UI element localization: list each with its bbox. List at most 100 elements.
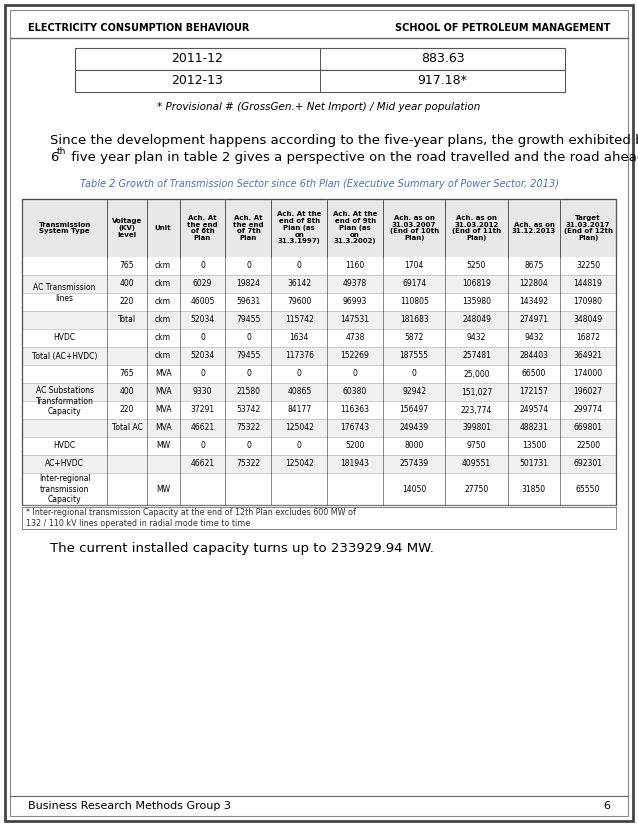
Text: 284403: 284403: [519, 352, 549, 360]
Text: MVA: MVA: [155, 387, 172, 396]
Text: Ach. as on
31.03.2007
(End of 10th
Plan): Ach. as on 31.03.2007 (End of 10th Plan): [390, 215, 439, 241]
Text: 32250: 32250: [576, 262, 600, 270]
Text: 46621: 46621: [190, 459, 214, 468]
Text: Ach. as on
31.03.2012
(End of 11th
Plan): Ach. as on 31.03.2012 (End of 11th Plan): [452, 215, 501, 241]
Text: 0: 0: [200, 334, 205, 343]
Text: 692301: 692301: [574, 459, 603, 468]
Text: 170980: 170980: [574, 297, 603, 306]
Text: th: th: [57, 147, 66, 156]
Text: 274971: 274971: [519, 316, 549, 325]
Text: 79455: 79455: [236, 352, 261, 360]
Bar: [22, 365, 616, 383]
Text: 125042: 125042: [285, 424, 314, 433]
Text: 249439: 249439: [399, 424, 429, 433]
Text: 223,774: 223,774: [461, 406, 492, 415]
Text: 8000: 8000: [404, 442, 424, 450]
Text: ckm: ckm: [155, 316, 171, 325]
Text: 1634: 1634: [290, 334, 309, 343]
Text: 152269: 152269: [341, 352, 369, 360]
Bar: [22, 401, 616, 419]
Text: 13500: 13500: [522, 442, 546, 450]
Text: 249574: 249574: [519, 406, 549, 415]
Text: 46621: 46621: [190, 424, 214, 433]
Text: Ach. as on
31.12.2013: Ach. as on 31.12.2013: [512, 221, 556, 235]
Bar: [22, 347, 616, 365]
Text: ckm: ckm: [155, 279, 171, 288]
Text: 220: 220: [120, 297, 134, 306]
Text: 122804: 122804: [519, 279, 548, 288]
Text: 257439: 257439: [399, 459, 429, 468]
Text: Unit: Unit: [155, 225, 172, 231]
Text: 174000: 174000: [574, 369, 603, 378]
Text: 6: 6: [603, 801, 610, 811]
Text: The current installed capacity turns up to 233929.94 MW.: The current installed capacity turns up …: [50, 542, 434, 555]
Text: 59631: 59631: [236, 297, 260, 306]
Text: 765: 765: [120, 262, 135, 270]
Text: 348049: 348049: [574, 316, 603, 325]
Text: 0: 0: [200, 442, 205, 450]
Text: MW: MW: [156, 442, 170, 450]
Text: Total (AC+HVDC): Total (AC+HVDC): [32, 352, 98, 360]
Text: 0: 0: [412, 369, 417, 378]
Text: Total AC: Total AC: [112, 424, 142, 433]
Text: 16872: 16872: [576, 334, 600, 343]
Text: 0: 0: [246, 262, 251, 270]
Bar: [22, 383, 616, 401]
Text: 765: 765: [120, 369, 135, 378]
Text: MVA: MVA: [155, 406, 172, 415]
Text: 79455: 79455: [236, 316, 261, 325]
Text: 117376: 117376: [285, 352, 314, 360]
Text: 53742: 53742: [236, 406, 260, 415]
Text: 84177: 84177: [287, 406, 311, 415]
Text: 9432: 9432: [467, 334, 486, 343]
Text: 172157: 172157: [519, 387, 549, 396]
Text: Total: Total: [118, 316, 136, 325]
Text: 135980: 135980: [462, 297, 491, 306]
Text: 196027: 196027: [574, 387, 603, 396]
Text: 25,000: 25,000: [463, 369, 490, 378]
Text: 6: 6: [50, 151, 58, 164]
Text: 125042: 125042: [285, 459, 314, 468]
Text: 1160: 1160: [345, 262, 365, 270]
Text: 27750: 27750: [464, 485, 489, 493]
Text: Ach. At
the end
of 7th
Plan: Ach. At the end of 7th Plan: [233, 215, 263, 241]
Text: ELECTRICITY CONSUMPTION BEHAVIOUR: ELECTRICITY CONSUMPTION BEHAVIOUR: [28, 23, 249, 33]
Bar: [22, 455, 616, 473]
Text: 110805: 110805: [400, 297, 429, 306]
Text: HVDC: HVDC: [54, 442, 76, 450]
Text: 52034: 52034: [190, 352, 214, 360]
Text: 0: 0: [200, 369, 205, 378]
Text: 116363: 116363: [341, 406, 369, 415]
Bar: [22, 199, 616, 257]
Bar: [22, 311, 616, 329]
Text: Target
31.03.2017
(End of 12th
Plan): Target 31.03.2017 (End of 12th Plan): [563, 215, 612, 241]
Text: 31850: 31850: [522, 485, 546, 493]
Bar: [22, 329, 616, 347]
Text: 151,027: 151,027: [461, 387, 492, 396]
Bar: [22, 437, 616, 455]
Text: 36142: 36142: [287, 279, 311, 288]
Text: 14050: 14050: [402, 485, 426, 493]
Text: 37291: 37291: [190, 406, 214, 415]
Text: 46005: 46005: [190, 297, 214, 306]
Text: 0: 0: [200, 262, 205, 270]
Text: HVDC: HVDC: [54, 334, 76, 343]
Text: Ach. At the
end of 9th
Plan (as
on
31.3.2002): Ach. At the end of 9th Plan (as on 31.3.…: [333, 211, 377, 244]
Text: AC Transmission
lines: AC Transmission lines: [33, 283, 96, 302]
Text: 21580: 21580: [237, 387, 260, 396]
Text: 0: 0: [246, 369, 251, 378]
Text: 0: 0: [246, 442, 251, 450]
Bar: [22, 257, 616, 275]
Text: 144819: 144819: [574, 279, 602, 288]
Bar: [22, 275, 616, 293]
Text: 0: 0: [297, 262, 302, 270]
Text: 96993: 96993: [343, 297, 367, 306]
Text: 52034: 52034: [190, 316, 214, 325]
Text: 488231: 488231: [519, 424, 548, 433]
Text: 6029: 6029: [193, 279, 212, 288]
Text: 8675: 8675: [524, 262, 544, 270]
Text: Table 2 Growth of Transmission Sector since 6th Plan (Executive Summary of Power: Table 2 Growth of Transmission Sector si…: [80, 179, 558, 189]
Text: 9750: 9750: [467, 442, 486, 450]
Text: 220: 220: [120, 406, 134, 415]
Text: Inter-regional
transmission
Capacity: Inter-regional transmission Capacity: [39, 474, 91, 504]
